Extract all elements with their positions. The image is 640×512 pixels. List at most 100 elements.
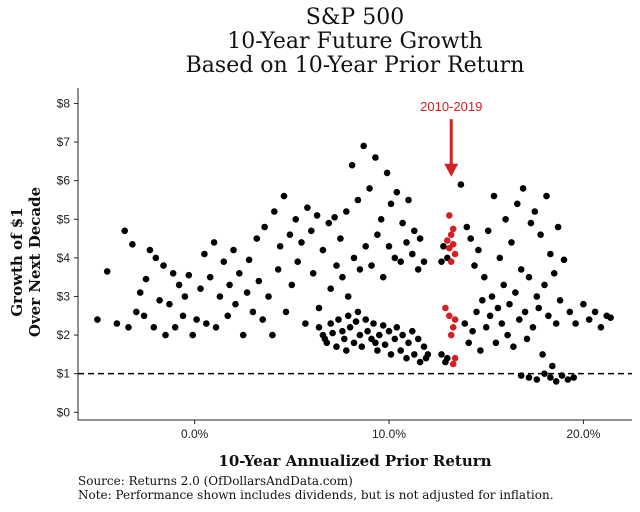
data-point	[572, 320, 579, 327]
data-point	[352, 318, 360, 325]
data-point	[383, 169, 391, 177]
data-point	[185, 271, 193, 279]
data-point	[140, 312, 148, 320]
data-point	[517, 372, 525, 379]
data-point	[377, 216, 385, 223]
data-point	[416, 358, 424, 366]
data-point	[451, 354, 459, 362]
data-point	[302, 320, 309, 327]
data-point	[337, 235, 344, 242]
data-point	[547, 374, 554, 381]
data-point	[249, 308, 257, 316]
data-point	[142, 275, 150, 283]
data-point	[376, 331, 383, 339]
data-point	[543, 192, 550, 200]
data-point	[492, 339, 500, 347]
data-point	[488, 293, 496, 300]
x-axis-title: 10-Year Annualized Prior Return	[218, 452, 491, 470]
data-point	[329, 329, 336, 337]
data-point	[514, 200, 521, 208]
data-point	[449, 225, 457, 233]
data-point	[399, 331, 406, 339]
data-point	[253, 235, 261, 242]
y-axis-title-line-1: Growth of $1	[8, 207, 26, 316]
data-point	[356, 266, 364, 273]
data-point	[261, 223, 268, 231]
data-point	[533, 376, 541, 383]
data-point	[364, 327, 371, 335]
data-point	[424, 351, 432, 358]
data-point	[506, 300, 513, 308]
data-point	[354, 308, 362, 316]
data-point	[558, 372, 566, 379]
data-point	[591, 308, 599, 316]
data-point	[333, 343, 340, 351]
data-point	[125, 324, 132, 331]
data-point	[597, 324, 605, 331]
data-point	[469, 327, 476, 335]
data-point	[444, 354, 451, 362]
data-point	[385, 243, 393, 250]
data-point	[341, 335, 348, 343]
data-point	[94, 316, 101, 323]
data-point	[121, 227, 128, 235]
data-point	[282, 308, 290, 316]
data-point	[403, 354, 410, 362]
data-point	[560, 256, 568, 264]
data-point	[482, 324, 490, 331]
x-tick-label: 20.0%	[566, 427, 600, 441]
y-axis-ticks: $0 $1 $2 $3 $4 $5 $6 $7 $8	[57, 96, 78, 419]
data-point	[325, 219, 333, 227]
y-tick-label: $8	[57, 96, 71, 110]
data-point	[362, 316, 370, 323]
data-point	[315, 324, 323, 331]
data-point	[150, 324, 158, 331]
data-point	[504, 331, 511, 339]
data-point	[457, 181, 465, 188]
data-point	[465, 339, 473, 347]
data-point	[537, 231, 544, 238]
data-point	[356, 331, 364, 339]
data-point	[226, 281, 233, 289]
data-point	[271, 208, 278, 215]
data-point	[473, 308, 480, 316]
data-point	[368, 262, 375, 269]
data-point	[201, 250, 208, 258]
data-point	[409, 250, 416, 258]
data-point	[136, 289, 144, 296]
data-point	[527, 219, 535, 227]
data-point	[498, 320, 506, 327]
data-point	[133, 308, 140, 316]
data-point	[496, 254, 504, 262]
data-point	[286, 231, 294, 238]
data-point	[541, 370, 548, 378]
annotation-label: 2010-2019	[420, 99, 482, 114]
data-point	[449, 324, 457, 331]
data-point	[335, 316, 342, 323]
data-point	[525, 374, 533, 381]
data-point	[475, 246, 482, 254]
data-point	[354, 196, 362, 204]
data-point	[313, 212, 321, 219]
data-point	[103, 268, 111, 275]
data-point	[405, 339, 412, 347]
data-point	[374, 347, 381, 354]
data-point	[323, 339, 331, 347]
data-point	[362, 243, 370, 250]
data-point	[280, 192, 288, 200]
x-tick-label: 10.0%	[372, 427, 406, 441]
data-point	[193, 316, 200, 323]
data-point	[344, 293, 352, 300]
data-point	[411, 227, 418, 235]
data-point	[547, 250, 554, 258]
data-point	[409, 327, 416, 335]
source-note: Source: Returns 2.0 (OfDollarsAndData.co…	[78, 474, 353, 488]
data-point	[381, 341, 389, 349]
x-tick-label: 0.0%	[181, 427, 209, 441]
data-point	[541, 281, 548, 289]
data-point	[166, 300, 173, 308]
data-point	[113, 320, 121, 327]
data-point	[343, 208, 350, 215]
data-point	[399, 219, 406, 227]
data-point	[276, 243, 284, 250]
